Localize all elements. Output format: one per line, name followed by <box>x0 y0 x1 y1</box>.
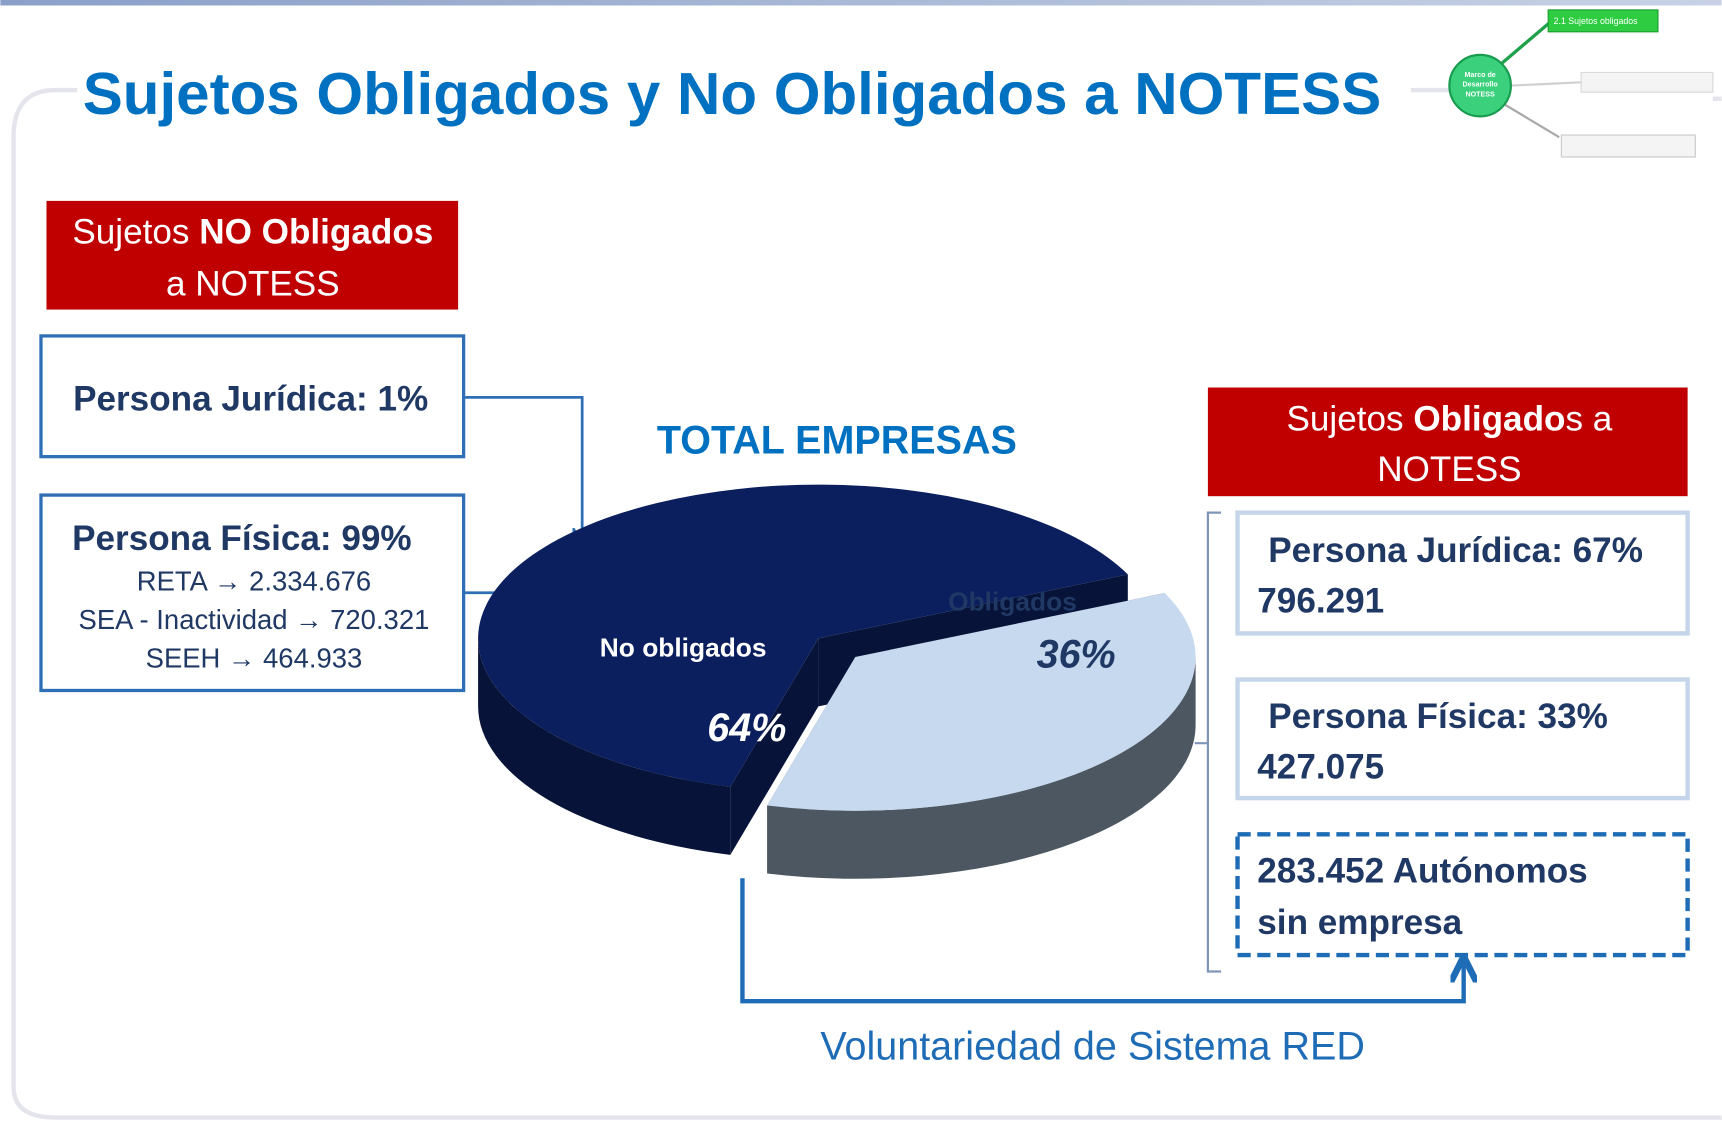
chart-title: TOTAL EMPRESAS <box>657 418 1017 462</box>
heading-part: Sujetos <box>72 213 199 252</box>
footer-text: Voluntariedad de Sistema RED <box>820 1024 1365 1068</box>
slice-value-label: 36% <box>1037 632 1116 676</box>
nav-item <box>1580 71 1714 93</box>
pie <box>478 484 1196 879</box>
info-text: Persona Física: 99% <box>72 519 412 558</box>
slice-label: Obligados <box>948 586 1077 616</box>
heading-line: a NOTESS <box>166 264 340 303</box>
pie-slice <box>478 484 1128 787</box>
nav-center-label: Marco de <box>1464 71 1495 79</box>
heading-part: s a <box>1565 399 1612 438</box>
nav-link <box>1503 103 1560 139</box>
nav-link <box>1510 81 1582 87</box>
detail-text: SEEH → 464.933 <box>146 642 363 673</box>
nav-link <box>1497 20 1552 68</box>
info-text: Persona Física: 33% <box>1268 697 1608 736</box>
info-text: sin empresa <box>1257 903 1462 942</box>
heading-part: Obligado <box>1413 399 1565 438</box>
heading-line: Sujetos NO Obligados <box>72 213 433 252</box>
nav-center-label: Desarrollo <box>1463 81 1499 89</box>
info-text: Persona Jurídica: 1% <box>73 380 428 419</box>
pie-slice <box>767 593 1196 811</box>
nav-item <box>1560 134 1696 158</box>
info-text: 796.291 <box>1257 582 1384 621</box>
info-box <box>1235 677 1690 801</box>
info-box <box>39 334 466 459</box>
top-bar <box>0 0 1722 6</box>
bracket <box>1194 511 1222 973</box>
nav-item-label: 2.1 Sujetos obligados <box>1554 16 1638 26</box>
heading-part: NO Obligados <box>199 213 433 252</box>
detail-text: RETA → 2.334.676 <box>137 566 371 597</box>
heading-line: Sujetos Obligados a <box>1286 399 1612 438</box>
info-text: Persona Jurídica: 67% <box>1268 531 1643 570</box>
slice-side <box>767 657 1196 879</box>
heading-part: Sujetos <box>1286 399 1413 438</box>
connector <box>463 396 583 543</box>
nav-center <box>1448 53 1512 118</box>
info-text: 283.452 Autónomos <box>1257 852 1587 891</box>
heading-box <box>46 200 459 310</box>
nav-item <box>1547 9 1659 33</box>
slice-side <box>730 638 819 855</box>
slice-value-label: 64% <box>707 706 786 750</box>
nav-diagram: Marco de Desarrollo NOTESS 2.1 Sujetos o… <box>1448 9 1714 158</box>
slide-title: Sujetos Obligados y No Obligados a NOTES… <box>83 60 1382 127</box>
info-box <box>1235 832 1690 958</box>
detail-text: SEA - Inactividad → 720.321 <box>79 604 430 635</box>
heading-box <box>1207 387 1688 497</box>
info-box <box>39 493 466 693</box>
info-text: 427.075 <box>1257 747 1384 786</box>
heading-line: NOTESS <box>1377 450 1521 489</box>
nav-center-label: NOTESS <box>1465 91 1495 99</box>
slice-label: No obligados <box>600 632 767 662</box>
connector <box>740 878 1463 1004</box>
frame <box>11 87 1722 1120</box>
slice-side <box>478 638 731 855</box>
info-box <box>1235 510 1690 636</box>
